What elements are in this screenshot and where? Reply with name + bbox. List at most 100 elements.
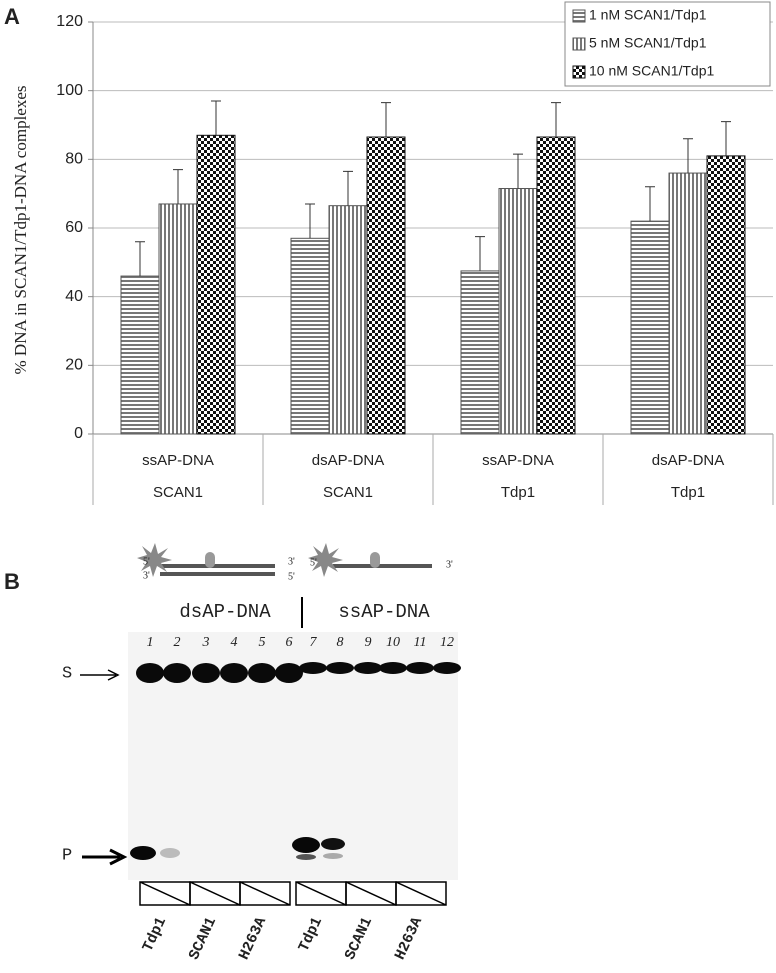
strand-end: 3' <box>143 570 150 581</box>
y-tick-label: 60 <box>65 219 83 236</box>
x-group-label: SCAN1 <box>153 484 203 501</box>
error-bar <box>721 121 731 156</box>
band <box>292 837 320 853</box>
error-bar <box>475 236 485 271</box>
band <box>248 663 276 683</box>
strand-end: 5' <box>288 571 295 582</box>
y-tick-label: 80 <box>65 151 83 168</box>
y-tick-label: 0 <box>74 425 83 442</box>
y-tick-label: 40 <box>65 288 83 305</box>
legend-swatch <box>572 9 586 23</box>
y-tick-label: 100 <box>56 82 83 99</box>
enzyme-label: Tdp1 <box>296 915 327 955</box>
enzyme-label: SCAN1 <box>342 915 376 963</box>
bar <box>706 155 746 435</box>
x-group-label: SCAN1 <box>323 484 373 501</box>
strand-end: 5' <box>310 557 317 568</box>
x-tick-label: ssAP-DNA <box>142 452 214 469</box>
error-bar <box>343 170 353 206</box>
band <box>130 846 156 860</box>
y-tick-label: 20 <box>65 357 83 374</box>
enzyme-label: SCAN1 <box>186 915 220 963</box>
x-group-label: Tdp1 <box>501 484 535 501</box>
band <box>433 662 461 674</box>
legend-label: 10 nM SCAN1/Tdp1 <box>589 63 714 79</box>
arrow <box>80 669 120 681</box>
substrate-label: ssAP-DNA <box>338 601 430 623</box>
band <box>296 854 316 860</box>
bar <box>158 203 198 435</box>
band <box>299 662 327 674</box>
bar <box>196 134 236 435</box>
band <box>326 662 354 674</box>
lane-number: 3 <box>202 635 210 650</box>
arrow <box>82 848 128 866</box>
x-tick-label: ssAP-DNA <box>482 452 554 469</box>
legend-box <box>564 1 771 87</box>
dna-diagrams <box>137 543 432 577</box>
error-bar <box>645 186 655 222</box>
fluor-star <box>137 543 172 577</box>
band-label: S <box>62 664 72 683</box>
lane-number: 10 <box>386 635 400 650</box>
bar <box>536 136 576 435</box>
strand-end: 5' <box>143 556 150 567</box>
strand-end: 3' <box>288 556 295 567</box>
error-bar <box>211 100 221 136</box>
x-tick-label: dsAP-DNA <box>652 452 725 469</box>
error-bar <box>381 102 391 138</box>
band <box>163 663 191 683</box>
lane-number: 11 <box>414 635 427 650</box>
legend-label: 1 nM SCAN1/Tdp1 <box>589 7 707 23</box>
lane-number: 6 <box>286 635 293 650</box>
lane-number: 8 <box>337 635 344 650</box>
ap-site <box>205 552 215 568</box>
band <box>323 853 343 859</box>
enzyme-label: H263A <box>236 915 270 963</box>
band <box>275 663 303 683</box>
band-label: P <box>62 846 72 865</box>
legend-swatch <box>572 37 586 51</box>
lane-number: 5 <box>259 635 266 650</box>
wedge <box>345 881 397 906</box>
band <box>192 663 220 683</box>
error-bar <box>683 138 693 174</box>
fluor-star <box>308 543 343 577</box>
wedge <box>139 881 191 906</box>
band <box>220 663 248 683</box>
wedge <box>395 881 447 906</box>
band <box>406 662 434 674</box>
error-bar <box>135 241 145 277</box>
bar <box>328 205 368 435</box>
panel-label: A <box>4 4 20 29</box>
lane-number: 7 <box>310 635 318 650</box>
strand-end: 3' <box>446 559 453 570</box>
lane-number: 9 <box>365 635 372 650</box>
lane-number: 12 <box>440 635 454 650</box>
bar <box>290 237 330 435</box>
y-tick-label: 120 <box>56 13 83 30</box>
ap-site <box>370 552 380 568</box>
lane-number: 4 <box>231 635 238 650</box>
y-axis-label: % DNA in SCAN1/Tdp1-DNA complexes <box>11 86 30 375</box>
bar <box>460 270 500 435</box>
error-bar <box>173 169 183 204</box>
error-bar <box>551 102 561 138</box>
wedge <box>239 881 291 906</box>
bar <box>120 275 160 435</box>
bar <box>668 172 708 435</box>
lane-number: 2 <box>174 635 181 650</box>
band <box>136 663 164 683</box>
bar <box>630 220 670 435</box>
legend-swatch <box>572 65 586 79</box>
enzyme-label: Tdp1 <box>140 915 171 955</box>
lane-number: 1 <box>147 635 154 650</box>
enzyme-label: H263A <box>392 915 426 963</box>
error-bar <box>513 153 523 189</box>
legend-label: 5 nM SCAN1/Tdp1 <box>589 35 707 51</box>
band <box>379 662 407 674</box>
x-group-label: Tdp1 <box>671 484 705 501</box>
dna-strand <box>160 564 275 576</box>
bar <box>366 136 406 435</box>
